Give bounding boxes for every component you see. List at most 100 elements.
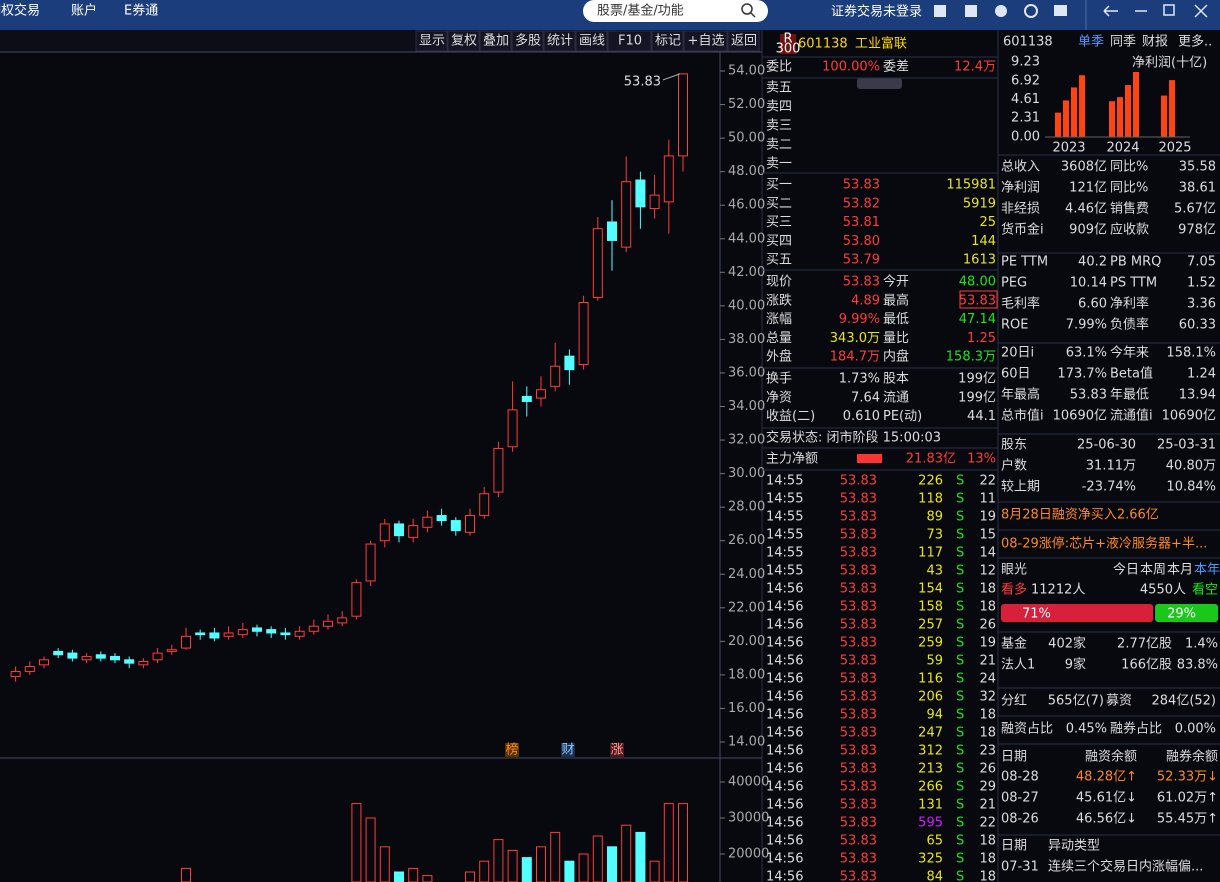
- y-tick-label: 26.00: [728, 533, 765, 548]
- tick-cell: 206: [918, 690, 943, 705]
- fin-cell: PEG: [1001, 276, 1027, 291]
- tick-cell: 32: [979, 690, 996, 705]
- mini-bar: [1169, 80, 1175, 137]
- fin-tab[interactable]: 同季: [1110, 35, 1136, 50]
- candle-body: [308, 625, 319, 632]
- ask-level: 卖二: [766, 138, 792, 153]
- toolbar-label[interactable]: 返回: [731, 34, 757, 49]
- margin-cell: 08-28: [1001, 770, 1039, 785]
- tick-cell: 257: [918, 618, 943, 633]
- toolbar-label[interactable]: 显示: [419, 34, 445, 49]
- event-marker[interactable]: [505, 743, 519, 757]
- toolbar-button[interactable]: [575, 30, 608, 52]
- fin-cell: 货币金i: [1001, 222, 1044, 238]
- y-tick-label: 46.00: [728, 198, 765, 213]
- tick-cell: 53.83: [840, 816, 877, 831]
- toolbar-label[interactable]: 标记: [655, 34, 681, 49]
- event-marker-label[interactable]: 涨: [610, 743, 623, 758]
- tick-cell: 247: [918, 726, 943, 741]
- candle-body: [394, 523, 404, 537]
- last-price-label: 53.83: [624, 74, 661, 89]
- event-marker-label[interactable]: 财: [561, 743, 574, 758]
- news-item[interactable]: 08-29涨停:芯片+液冷服务器+半...: [1001, 536, 1207, 552]
- icon[interactable]: [965, 5, 977, 17]
- tick-cell: 53.83: [840, 744, 877, 759]
- toolbar-label[interactable]: 画线: [579, 34, 605, 49]
- toolbar-label[interactable]: 复权: [451, 33, 477, 49]
- tick-cell: 12: [979, 564, 996, 579]
- y-tick-label: 22.00: [728, 600, 765, 615]
- news-item[interactable]: 8月28日融资净买入2.66亿: [1001, 508, 1159, 523]
- collapse-tab[interactable]: [857, 78, 902, 89]
- fin-cell: 总收入: [1001, 160, 1040, 175]
- toolbar-button[interactable]: [479, 30, 512, 52]
- search-placeholder[interactable]: 股票/基金/功能: [597, 3, 684, 19]
- menu-item[interactable]: 期权交易: [0, 3, 40, 19]
- main-flow-label: 主力净额: [766, 452, 818, 467]
- period-tab[interactable]: 本月: [1167, 563, 1193, 578]
- margin-cell: 08-27: [1001, 791, 1039, 806]
- candle-body: [408, 525, 419, 538]
- period-tab[interactable]: 本年: [1194, 563, 1220, 578]
- tick-cell: S: [956, 546, 964, 561]
- toolbar-label[interactable]: F10: [618, 34, 642, 49]
- fin-cell: -23.74%: [1082, 480, 1136, 495]
- bear-pct: 29%: [1167, 607, 1196, 622]
- fin-cell: 83.8%: [1177, 658, 1218, 673]
- event-marker[interactable]: [561, 743, 575, 757]
- toolbar-button[interactable]: [607, 30, 652, 52]
- tick-cell: 53.83: [840, 834, 877, 849]
- toolbar-label[interactable]: 叠加: [483, 34, 509, 49]
- event-marker-label[interactable]: 榜: [505, 742, 518, 758]
- toolbar-button[interactable]: [415, 30, 448, 52]
- close-button[interactable]: [1194, 4, 1208, 18]
- bid-level: 买一: [766, 178, 792, 193]
- fin-cell: 1.24: [1187, 367, 1216, 382]
- toolbar-button[interactable]: [543, 30, 576, 52]
- tick-cell: S: [956, 600, 964, 615]
- toolbar-label[interactable]: 统计: [547, 34, 573, 49]
- tick-cell: 14:56: [766, 582, 803, 597]
- toolbar-button[interactable]: [447, 30, 480, 52]
- tick-cell: 19: [979, 510, 996, 525]
- back-button[interactable]: [1103, 5, 1118, 17]
- search-icon[interactable]: [741, 3, 753, 15]
- toolbar-button[interactable]: [511, 30, 544, 52]
- y-tick-label: 42.00: [728, 265, 765, 280]
- tick-cell: 595: [918, 816, 943, 831]
- fin-tab[interactable]: 更多..: [1178, 34, 1212, 50]
- candle-body: [507, 409, 518, 448]
- volume-bar: [578, 853, 589, 882]
- search-box[interactable]: [583, 0, 768, 22]
- quote-cell: 外盘: [766, 349, 792, 365]
- menu-item[interactable]: E券通: [124, 3, 158, 19]
- restore-button[interactable]: [1163, 4, 1175, 16]
- tick-cell: 26: [979, 618, 996, 633]
- toolbar-button[interactable]: [683, 30, 728, 52]
- event-marker[interactable]: [610, 743, 624, 757]
- icon[interactable]: [1054, 5, 1067, 16]
- icon[interactable]: [1024, 4, 1038, 18]
- toolbar-label[interactable]: 多股: [515, 33, 541, 49]
- tick-cell: 53.83: [840, 654, 877, 669]
- volume-bar: [649, 860, 660, 882]
- fin-tab[interactable]: 单季: [1078, 35, 1104, 50]
- icon[interactable]: [934, 5, 946, 17]
- quote-cell: 内盘: [883, 349, 909, 365]
- login-status[interactable]: 证券交易未登录: [831, 4, 922, 20]
- icon[interactable]: [995, 5, 1007, 17]
- toolbar-label[interactable]: +自选: [688, 34, 725, 49]
- tick-cell: 18: [979, 708, 996, 723]
- period-tab[interactable]: 今日: [1113, 562, 1139, 578]
- fin-cell: 非经损: [1001, 202, 1040, 217]
- tick-cell: 14: [979, 546, 996, 561]
- y-tick-label: 52.00: [728, 97, 765, 112]
- quote-cell: 284亿(52): [1152, 694, 1217, 709]
- toolbar-button[interactable]: [651, 30, 684, 52]
- tick-cell: 118: [918, 492, 943, 507]
- fin-cell: 35.58: [1179, 160, 1216, 175]
- period-tab[interactable]: 本周: [1140, 563, 1166, 578]
- menu-item[interactable]: 账户: [71, 3, 97, 19]
- fin-tab[interactable]: 财报: [1142, 35, 1168, 50]
- toolbar-button[interactable]: [727, 30, 760, 52]
